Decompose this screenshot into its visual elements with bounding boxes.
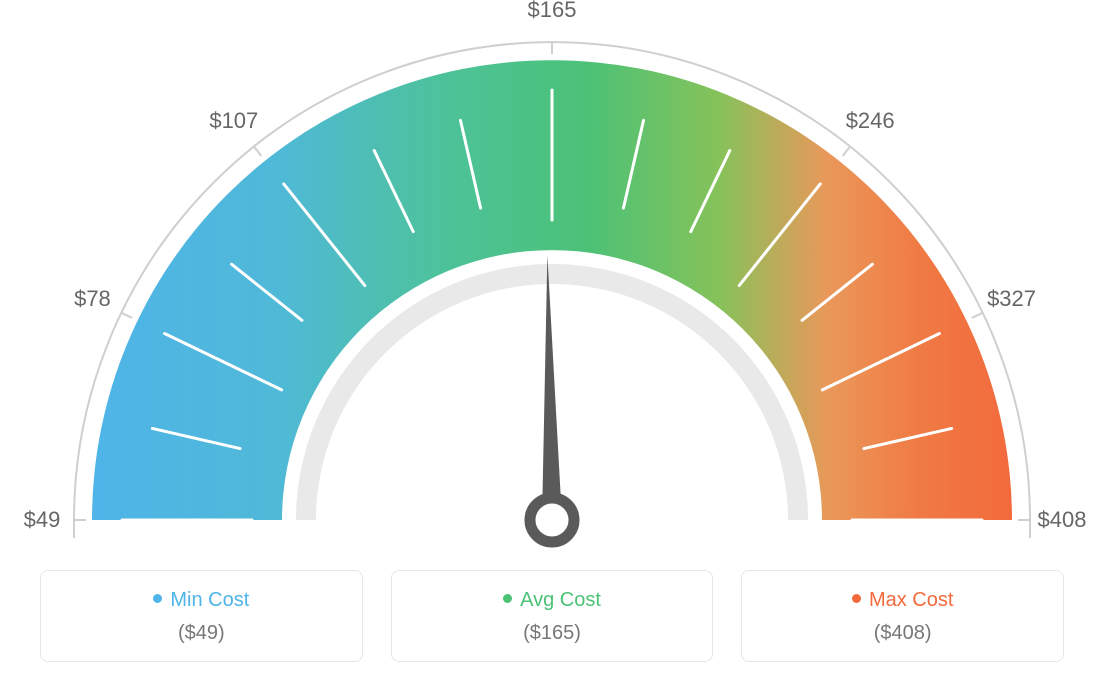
gauge-tick-label: $327 bbox=[987, 286, 1036, 312]
gauge-tick-label: $408 bbox=[1038, 507, 1087, 533]
gauge-tick-label: $107 bbox=[209, 108, 258, 134]
gauge-needle-hub bbox=[530, 498, 574, 542]
legend-card: Max Cost ($408) bbox=[741, 570, 1064, 662]
scale-tick bbox=[843, 146, 850, 155]
scale-tick bbox=[972, 313, 983, 318]
legend: Min Cost ($49) Avg Cost ($165) Max Cost ($408… bbox=[0, 570, 1104, 662]
legend-title: Max Cost bbox=[752, 589, 1053, 612]
scale-tick bbox=[121, 313, 132, 318]
legend-value: ($165) bbox=[402, 622, 703, 645]
cost-gauge: $49 $78 $107 $165 $246 $327 $408 bbox=[0, 0, 1104, 560]
legend-value: ($49) bbox=[51, 622, 352, 645]
gauge-tick-label: $78 bbox=[74, 286, 111, 312]
gauge-tick-label: $49 bbox=[24, 507, 61, 533]
legend-title: Avg Cost bbox=[402, 589, 703, 612]
gauge-svg bbox=[0, 0, 1104, 560]
legend-card: Min Cost ($49) bbox=[40, 570, 363, 662]
scale-tick bbox=[254, 146, 261, 155]
legend-title: Min Cost bbox=[51, 589, 352, 612]
legend-value: ($408) bbox=[752, 622, 1053, 645]
gauge-tick-label: $165 bbox=[528, 0, 577, 23]
gauge-tick-label: $246 bbox=[846, 108, 895, 134]
gauge-needle bbox=[542, 255, 562, 520]
legend-card: Avg Cost ($165) bbox=[391, 570, 714, 662]
